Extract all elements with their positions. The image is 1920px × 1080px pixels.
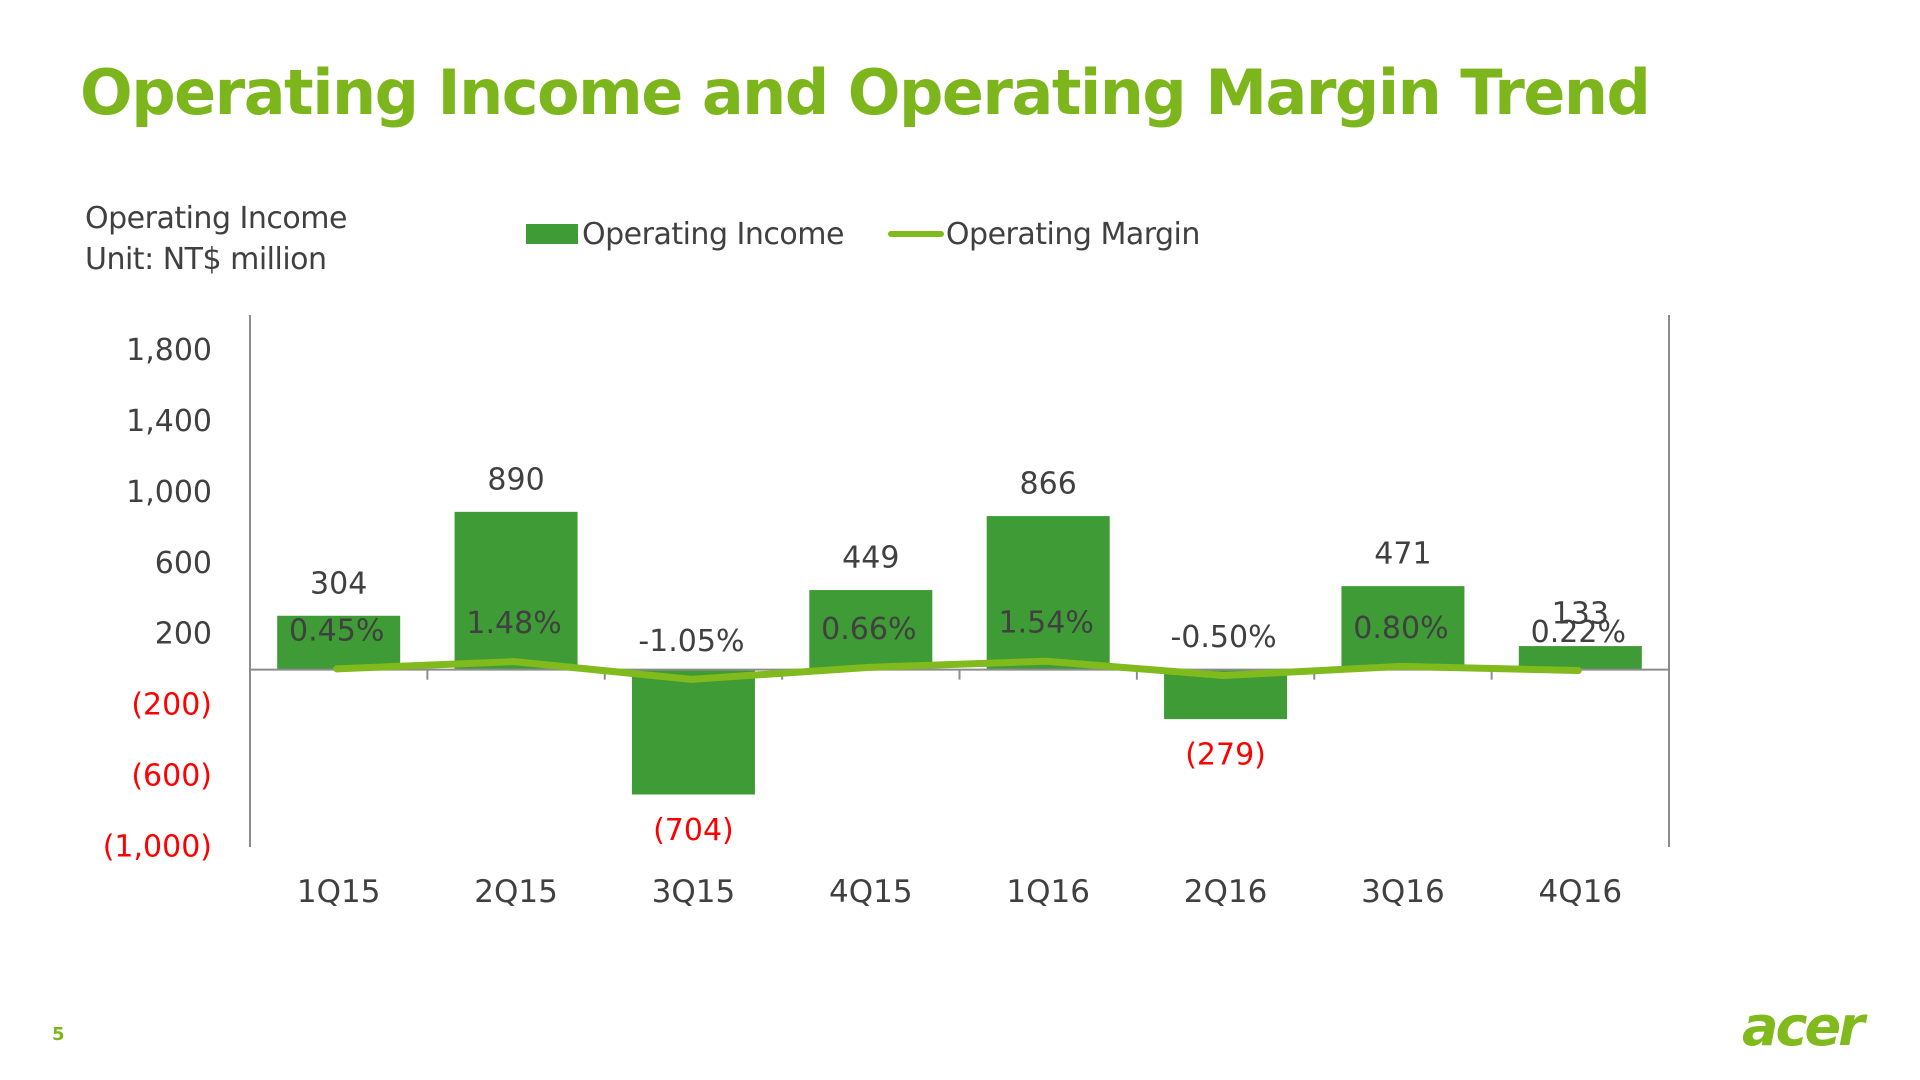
y-tick-label: (600): [131, 759, 212, 794]
y-tick-label: 200: [155, 617, 212, 652]
x-tick-label: 4Q15: [829, 874, 913, 910]
bar-4q16: [1518, 646, 1642, 670]
x-tick-label: 2Q15: [474, 874, 558, 910]
margin-line-group: [333, 657, 1582, 683]
bar-data-label: 449: [842, 541, 899, 576]
bar-data-label: 866: [1020, 467, 1077, 502]
x-tick-label: 4Q16: [1539, 874, 1623, 910]
margin-data-label: 0.66%: [821, 612, 916, 647]
x-tick-label: 1Q16: [1006, 874, 1090, 910]
y-tick-label: (1,000): [103, 830, 212, 865]
operating-margin-line: [333, 657, 1582, 683]
margin-data-label: -1.05%: [638, 624, 744, 659]
bar-data-label: (704): [653, 813, 734, 848]
legend-item-operating-margin: Operating Margin: [887, 216, 1201, 252]
y-tick-label: 1,800: [126, 333, 212, 368]
unit-label-line1: Operating Income: [85, 201, 347, 236]
bar-data-label: 133: [1552, 597, 1609, 632]
x-tick-label: 3Q15: [652, 874, 736, 910]
y-tick-label: (200): [131, 688, 212, 723]
labels-group: 304 890 (704) 449 866 (279) 471 133 0.45% 1.48% -1…: [289, 462, 1626, 848]
margin-data-label: -0.50%: [1170, 620, 1276, 655]
bar-1q15: [277, 615, 401, 670]
margin-data-label: 0.45%: [289, 613, 384, 648]
bar-data-label: (279): [1185, 738, 1266, 773]
margin-data-label: 0.22%: [1531, 615, 1626, 650]
y-tick-label: 600: [155, 546, 212, 581]
bar-3q15: [631, 669, 755, 795]
margin-data-label: 1.54%: [999, 606, 1094, 641]
unit-label-line2: Unit: NT$ million: [85, 242, 327, 277]
bar-data-label: 471: [1374, 537, 1431, 572]
bar-3q16: [1341, 586, 1465, 670]
axis-unit-label: Operating Income Unit: NT$ million: [85, 198, 347, 280]
bar-4q15: [809, 590, 933, 670]
page-number: 5: [52, 1024, 65, 1045]
chart-legend: Operating Income Operating Margin: [526, 214, 1244, 254]
legend-item-operating-income: Operating Income: [526, 217, 844, 252]
bar-data-label: 304: [310, 566, 367, 601]
legend-bar-swatch-icon: [526, 224, 578, 244]
y-tick-label: 1,400: [126, 404, 212, 439]
x-tick-label: 2Q16: [1184, 874, 1268, 910]
legend-label-operating-income: Operating Income: [582, 216, 844, 252]
x-tick-label: 3Q16: [1361, 874, 1445, 910]
margin-data-label: 1.48%: [466, 606, 561, 641]
acer-logo: acer: [1742, 995, 1865, 1058]
legend-label-operating-margin: Operating Margin: [945, 216, 1201, 252]
x-tick-label: 1Q15: [297, 874, 381, 910]
legend-line-swatch-icon: [887, 231, 944, 237]
bars-group: [277, 511, 1642, 795]
bar-data-label: 890: [487, 462, 544, 497]
slide-title: Operating Income and Operating Margin Tr…: [80, 56, 1651, 129]
bar-1q16: [986, 516, 1110, 670]
y-tick-label: 1,000: [126, 475, 212, 510]
margin-data-label: 0.80%: [1353, 611, 1448, 646]
bar-2q15: [454, 511, 578, 670]
